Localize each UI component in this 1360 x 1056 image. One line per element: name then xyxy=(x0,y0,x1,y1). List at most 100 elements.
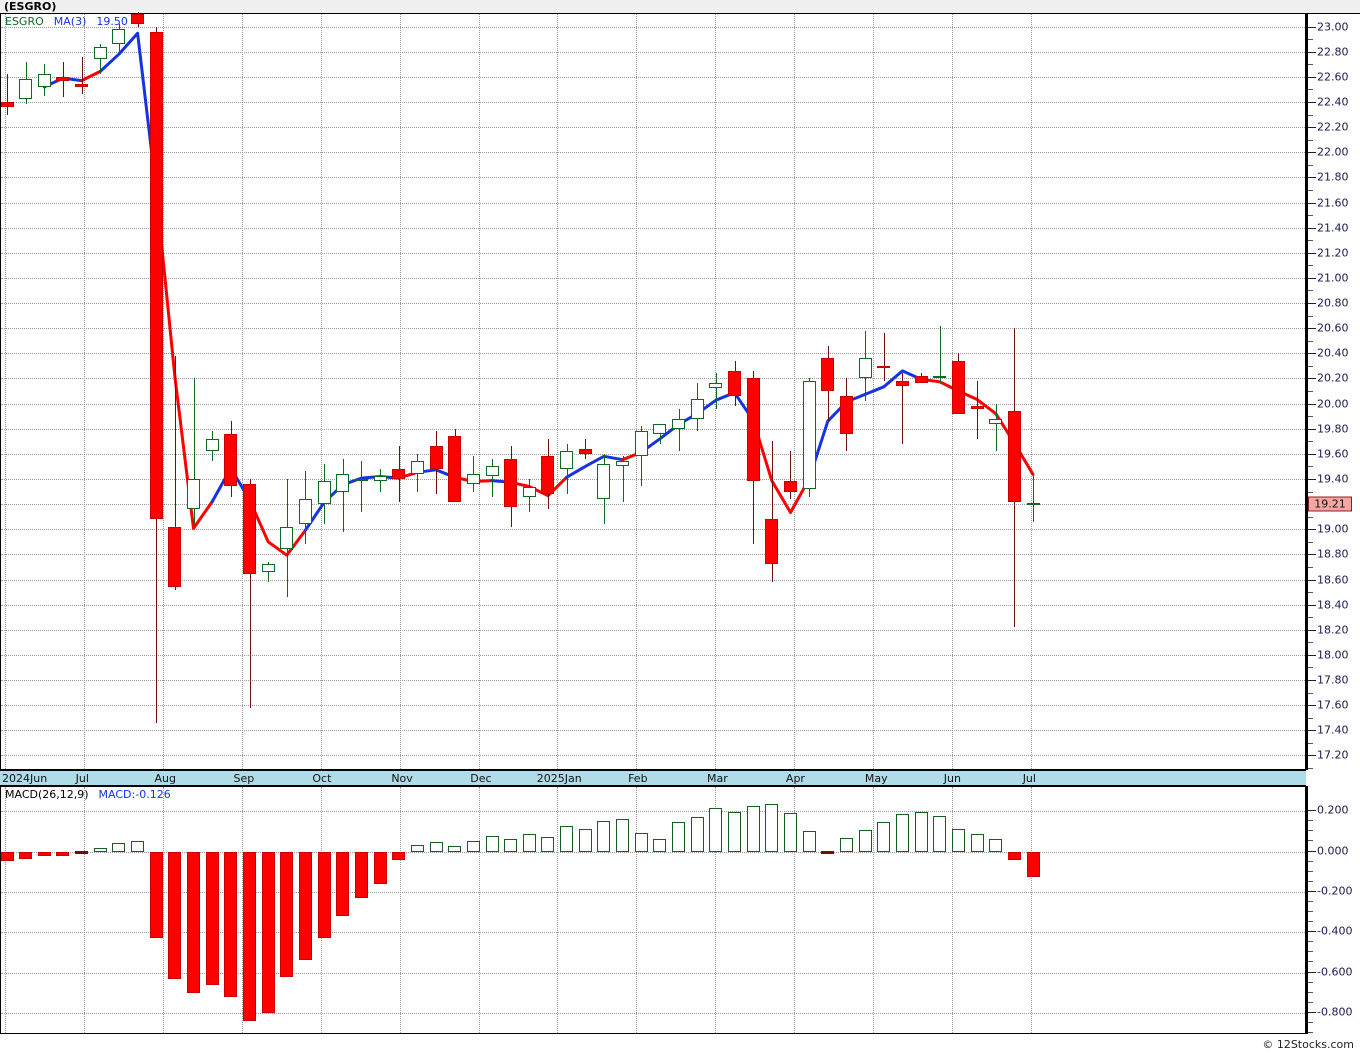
gridline xyxy=(1,811,1305,813)
axis-minor-tick xyxy=(1308,870,1313,872)
month-gridline xyxy=(1031,14,1032,769)
copyright-label: © 12Stocks.com xyxy=(1262,1038,1354,1051)
candle-body xyxy=(523,486,536,497)
axis-tick xyxy=(1308,101,1316,103)
legend-macd-value: MACD:-0.126 xyxy=(98,788,171,801)
candle-body xyxy=(94,46,107,60)
month-gridline xyxy=(162,787,164,1033)
y-axis-label: 20.20 xyxy=(1317,371,1349,385)
price-y-axis: 23.00 22.80 22.60 22.40 22.20 22.00 21.80 21.60… xyxy=(1306,14,1360,770)
price-legend: ESGRO MA(3) 19.50 xyxy=(5,16,128,28)
macd-y-axis: 0.200 0.000 -0.200 -0.400 -0.600 -0.800 xyxy=(1306,786,1360,1044)
macd-bar xyxy=(187,851,200,993)
macd-bar xyxy=(728,812,741,852)
month-gridline xyxy=(320,14,322,769)
y-axis-label: 19.00 xyxy=(1317,522,1349,536)
axis-minor-tick xyxy=(1308,642,1313,644)
y-axis-label: 22.40 xyxy=(1317,95,1349,109)
x-axis-label: Sep xyxy=(233,772,255,785)
macd-bar xyxy=(224,851,237,997)
macd-bar xyxy=(803,831,816,852)
y-axis-label: 21.00 xyxy=(1317,271,1349,285)
gridline xyxy=(1,152,1305,154)
macd-bar xyxy=(896,814,909,852)
last-price-marker: 19.21 xyxy=(1308,496,1352,512)
ma-line-falling xyxy=(509,475,569,498)
candle-body xyxy=(187,478,200,510)
macd-bar xyxy=(915,812,928,852)
macd-bar xyxy=(430,842,443,852)
gridline xyxy=(1,26,1305,28)
ma-line-falling xyxy=(80,69,102,83)
axis-tick xyxy=(1308,303,1316,305)
axis-minor-tick xyxy=(1308,541,1313,543)
axis-tick xyxy=(1308,579,1316,581)
candle-wick xyxy=(679,408,680,452)
legend-ma-value: 19.50 xyxy=(96,15,128,28)
macd-axis-line xyxy=(1306,786,1308,1034)
candle-body xyxy=(840,396,853,434)
candle-wick xyxy=(7,74,8,115)
axis-minor-tick xyxy=(1308,365,1313,367)
macd-bar xyxy=(821,850,834,854)
axis-minor-tick xyxy=(1308,617,1313,619)
axis-tick xyxy=(1308,227,1316,229)
axis-minor-tick xyxy=(1308,466,1313,468)
gridline xyxy=(1,277,1305,279)
candle-body xyxy=(280,526,293,550)
macd-chart-panel[interactable]: MACD(26,12,9) MACD:-0.126 xyxy=(0,786,1306,1034)
gridline xyxy=(1,353,1305,355)
axis-tick xyxy=(1308,51,1316,53)
axis-tick xyxy=(1308,529,1316,531)
y-axis-label: 20.60 xyxy=(1317,321,1349,335)
candle-body xyxy=(486,466,499,477)
candle-body xyxy=(112,29,125,45)
candle-wick xyxy=(343,458,344,532)
macd-bar xyxy=(859,829,872,852)
gridline xyxy=(1,932,1305,934)
y-axis-label: 18.80 xyxy=(1317,547,1349,561)
y-axis-label: 17.40 xyxy=(1317,723,1349,737)
candle-wick xyxy=(902,373,903,444)
candle-wick xyxy=(641,426,642,487)
macd-bar xyxy=(56,851,69,856)
macd-bar xyxy=(355,851,368,898)
price-chart-panel[interactable]: ESGRO MA(3) 19.50 xyxy=(0,11,1306,770)
candle-body xyxy=(859,358,872,379)
candle-body xyxy=(168,526,181,588)
ma-line-falling xyxy=(154,189,214,530)
axis-minor-tick xyxy=(1308,951,1313,953)
macd-bar xyxy=(765,804,778,852)
axis-minor-tick xyxy=(1308,921,1313,923)
month-gridline xyxy=(636,14,638,769)
candle-body xyxy=(448,436,461,502)
x-axis-label: Apr xyxy=(785,772,805,785)
candle-body xyxy=(430,446,443,469)
y-axis-label: 17.80 xyxy=(1317,673,1349,687)
candle-body xyxy=(616,461,629,467)
macd-bar xyxy=(1008,851,1021,860)
gridline xyxy=(1,504,1305,506)
candle-body xyxy=(224,433,237,487)
legend-symbol: ESGRO xyxy=(5,15,44,28)
month-gridline xyxy=(715,14,717,769)
candle-body xyxy=(560,451,573,469)
candle-wick xyxy=(772,441,773,582)
candle-body xyxy=(821,358,834,391)
candle-wick xyxy=(660,423,661,444)
axis-minor-tick xyxy=(1308,240,1313,242)
macd-bar xyxy=(933,815,946,852)
axis-minor-tick xyxy=(1308,820,1313,822)
y-axis-label: 21.80 xyxy=(1317,170,1349,184)
axis-tick xyxy=(1308,277,1316,279)
candle-body xyxy=(392,468,405,479)
month-gridline xyxy=(873,787,875,1033)
candle-body xyxy=(150,31,163,520)
candle-wick xyxy=(977,380,978,439)
axis-minor-tick xyxy=(1308,89,1313,91)
gridline xyxy=(1,629,1305,631)
axis-minor-tick xyxy=(1308,1001,1313,1003)
month-gridline xyxy=(241,14,243,769)
candle-body xyxy=(411,461,424,474)
month-gridline xyxy=(952,787,954,1033)
